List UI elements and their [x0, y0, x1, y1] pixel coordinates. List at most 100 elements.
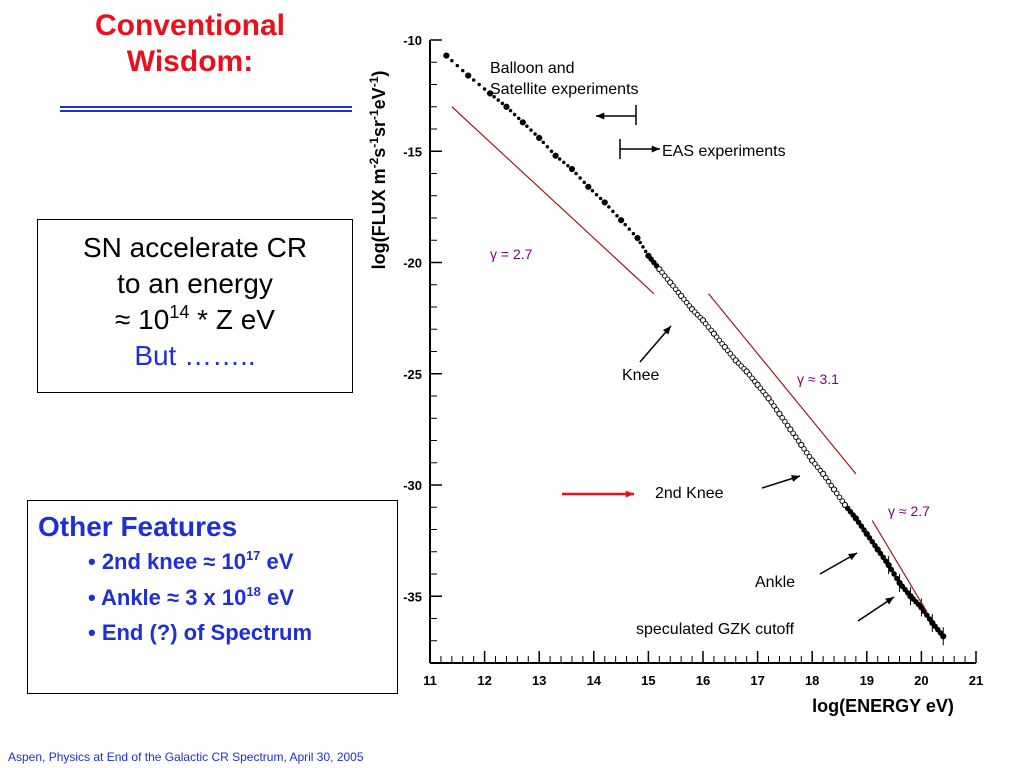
chart-axes: 11 12 13 14 15 16 17 18 19 20 21 -10 -15 -20 -25 -30 -35…: [367, 33, 983, 716]
data-point-minor: [582, 180, 586, 185]
x-tick-label: 19: [860, 673, 874, 688]
x-tick-label: 15: [641, 673, 655, 688]
data-point: [552, 152, 559, 159]
data-point-minor: [891, 571, 897, 577]
conventional-wisdom-box: SN accelerate CR to an energy ≈ 1014 * Z…: [37, 219, 353, 393]
data-point-minor: [779, 414, 785, 421]
annotation-gamma-3: γ ≈ 2.7: [888, 503, 930, 519]
data-point-minor: [801, 446, 807, 452]
y-axis-label: log(FLUX m-2s-1sr-1eV-1): [367, 71, 389, 270]
x-tick-label: 17: [750, 673, 764, 688]
annotation-gamma-1: γ = 2.7: [490, 246, 533, 262]
y-tick-label: -20: [403, 256, 422, 271]
data-point-minor: [839, 498, 845, 504]
data-point-minor: [471, 78, 476, 82]
data-point-minor: [924, 612, 930, 618]
ankle-arrow-head: [848, 553, 857, 561]
bullet-end-of-spectrum: • End (?) of Spectrum: [88, 620, 313, 645]
y-axis-label-part: log(FLUX m: [369, 168, 389, 269]
y-axis-label-part: s: [369, 148, 389, 158]
data-point: [798, 441, 805, 449]
data-point-minor: [598, 196, 603, 201]
data-point-minor: [477, 82, 481, 87]
data-point-minor: [877, 550, 884, 557]
data-point-minor: [803, 449, 810, 456]
x-tick-label: 12: [477, 673, 491, 688]
chart-annotations: Balloon and Satellite experiments EAS expe…: [490, 60, 930, 638]
data-point-minor: [627, 227, 632, 231]
data-point-minor: [825, 478, 832, 485]
data-point: [585, 183, 592, 190]
bullet2-prefix: • Ankle ≈ 3 x 10: [88, 585, 247, 610]
data-point-minor: [806, 453, 813, 460]
data-point-minor: [574, 171, 578, 176]
annotation-balloon-line-2: Satellite experiments: [490, 81, 639, 98]
data-point: [503, 103, 510, 110]
data-point-minor: [771, 403, 777, 409]
annotation-eas: EAS experiments: [662, 143, 786, 160]
eas-range-arrow-head: [651, 145, 660, 153]
data-point-minor: [512, 112, 517, 117]
data-point-minor: [590, 188, 595, 193]
data-point: [634, 234, 641, 242]
annotation-gzk: speculated GZK cutoff: [636, 621, 795, 638]
data-point-minor: [525, 124, 529, 128]
bullet1-prefix: • 2nd knee ≈ 10: [88, 549, 246, 574]
data-point: [874, 546, 881, 553]
data-point: [787, 426, 794, 433]
data-point-minor: [615, 214, 619, 218]
second-knee-arrow-head: [791, 475, 800, 482]
y-axis-label-part: -2: [367, 157, 381, 168]
data-point: [486, 90, 494, 97]
data-point-minor: [455, 63, 460, 68]
data-point-minor: [566, 163, 570, 168]
data-point-minor: [861, 527, 867, 533]
data-point-minor: [834, 490, 840, 497]
box1-line-3-suffix: * Z eV: [189, 304, 275, 335]
data-point-minor: [773, 407, 780, 413]
data-point-minor: [594, 192, 599, 197]
data-point: [765, 395, 772, 402]
data-point-minor: [855, 519, 862, 526]
chart-fit-lines: [451, 106, 928, 613]
data-point: [776, 410, 783, 417]
data-point-minor: [828, 482, 835, 489]
slide-title: Conventional Wisdom:: [60, 8, 320, 80]
data-point-minor: [496, 98, 501, 102]
y-axis-label-part: eV: [369, 87, 389, 109]
data-point-minor: [450, 58, 454, 63]
data-point-minor: [869, 538, 876, 545]
data-point: [820, 470, 827, 477]
data-point: [852, 515, 859, 522]
data-point-minor: [631, 231, 636, 236]
data-point-minor: [557, 157, 562, 161]
annotation-knee: Knee: [622, 367, 659, 384]
x-tick-label: 21: [969, 673, 983, 688]
other-features-heading: Other Features: [38, 511, 238, 542]
data-point-minor: [623, 222, 627, 227]
x-tick-label: 13: [532, 673, 546, 688]
chart-points: [443, 52, 947, 646]
data-point-minor: [562, 160, 566, 165]
data-point-minor: [782, 418, 788, 425]
box1-line-2: to an energy: [117, 268, 273, 299]
data-point-minor: [533, 132, 537, 136]
data-point: [618, 217, 625, 224]
x-tick-label: 18: [805, 673, 819, 688]
gzk-arrow-head: [885, 597, 894, 605]
y-tick-label: -10: [403, 33, 422, 48]
bullet1-suffix: eV: [260, 549, 294, 574]
data-point: [443, 52, 450, 59]
data-point-minor: [508, 108, 513, 113]
data-point-minor: [836, 494, 843, 500]
data-point-minor: [461, 68, 465, 73]
balloon-range-arrow-head: [596, 112, 605, 120]
x-tick-label: 16: [696, 673, 710, 688]
data-point-minor: [545, 145, 550, 149]
data-point-minor: [641, 245, 645, 249]
data-point-minor: [858, 523, 865, 529]
data-point-minor: [872, 542, 878, 549]
data-point-minor: [795, 438, 802, 444]
y-axis-label-part: -1: [367, 109, 381, 120]
